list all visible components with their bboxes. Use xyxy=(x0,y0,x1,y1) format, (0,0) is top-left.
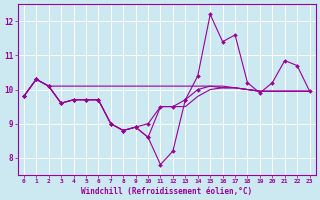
X-axis label: Windchill (Refroidissement éolien,°C): Windchill (Refroidissement éolien,°C) xyxy=(81,187,252,196)
